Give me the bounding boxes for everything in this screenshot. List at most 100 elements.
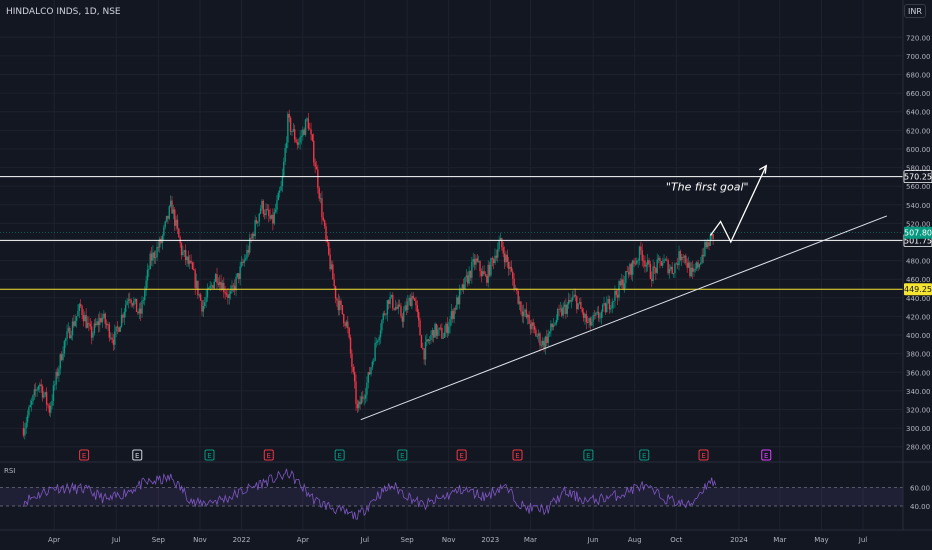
- candle-body: [542, 340, 544, 346]
- candle-body: [308, 128, 311, 130]
- candle-body: [154, 257, 157, 258]
- candle-body: [206, 288, 209, 298]
- candle-body: [486, 275, 488, 283]
- candle-body: [236, 273, 239, 278]
- earnings-marker: [583, 449, 594, 461]
- candle-body: [471, 261, 473, 278]
- candle-body: [161, 235, 164, 243]
- candle-body: [499, 238, 502, 241]
- candle-body: [648, 260, 650, 265]
- candle-body: [475, 258, 477, 265]
- candle-body: [627, 272, 630, 275]
- candle-body: [518, 301, 521, 304]
- candle-body: [37, 386, 40, 390]
- candle-body: [704, 241, 706, 257]
- candle-body: [706, 242, 709, 248]
- candle-body: [494, 255, 496, 264]
- candle-body: [473, 259, 476, 265]
- candle-body: [449, 319, 451, 327]
- candle-body: [555, 320, 558, 324]
- candle-body: [352, 367, 354, 372]
- candle-body: [435, 323, 438, 336]
- candle-body: [88, 322, 90, 324]
- candle-body: [629, 263, 631, 275]
- candle-body: [48, 405, 51, 413]
- candle-body: [59, 354, 61, 369]
- candle-body: [439, 327, 442, 329]
- candle-body: [353, 371, 356, 382]
- candle-body: [77, 311, 79, 317]
- candle-body: [285, 142, 288, 149]
- candle-body: [26, 415, 29, 423]
- candle-body: [240, 261, 243, 267]
- candle-body: [283, 161, 285, 176]
- candle-body: [479, 261, 481, 272]
- candle-body: [616, 294, 619, 298]
- candle-body: [291, 131, 293, 133]
- time-tick-label: Sep: [152, 536, 166, 544]
- candle-body: [424, 342, 427, 360]
- candle-body: [446, 323, 449, 334]
- candle-body: [216, 274, 218, 284]
- candle-body: [175, 219, 177, 226]
- candle-body: [458, 290, 461, 305]
- candle-body: [544, 336, 547, 349]
- candle-body: [394, 306, 397, 310]
- candle-body: [280, 185, 282, 191]
- candle-body: [137, 311, 139, 314]
- candle-body: [663, 259, 665, 263]
- candle-body: [269, 215, 271, 219]
- level-badge: [903, 170, 932, 184]
- earnings-marker-letter: E: [337, 452, 341, 460]
- candle-body: [287, 113, 289, 143]
- candle-body: [322, 217, 324, 221]
- candle-body: [131, 303, 134, 306]
- candle-body: [450, 311, 453, 320]
- candle-body: [610, 308, 612, 310]
- currency-button[interactable]: INR: [904, 4, 926, 18]
- candle-body: [661, 262, 664, 266]
- candle-body: [675, 263, 677, 265]
- candle-body: [612, 300, 615, 302]
- candle-body: [593, 315, 596, 317]
- price-tick-label: 600.00: [906, 146, 931, 154]
- price-tick-label: 580.00: [906, 165, 931, 173]
- candle-body: [584, 314, 586, 318]
- candle-body: [465, 275, 468, 278]
- candle-body: [187, 256, 190, 264]
- candle-body: [649, 264, 652, 279]
- candle-body: [197, 280, 199, 296]
- candle-body: [345, 321, 348, 327]
- candle-body: [505, 254, 507, 263]
- candle-body: [596, 311, 598, 313]
- candle-body: [398, 304, 401, 307]
- earnings-marker-letter: E: [701, 452, 705, 460]
- candle-body: [152, 252, 154, 261]
- candle-body: [299, 137, 301, 143]
- candle-body: [366, 382, 368, 395]
- candle-body: [73, 321, 75, 326]
- candle-body: [270, 214, 273, 219]
- candle-body: [212, 285, 214, 289]
- candle-body: [641, 250, 643, 261]
- candle-body: [302, 129, 304, 136]
- level-badge-label: 501.75: [904, 236, 932, 245]
- candle-body: [81, 306, 83, 315]
- candle-body: [32, 395, 34, 402]
- candle-body: [608, 298, 611, 310]
- candle-body: [44, 392, 46, 395]
- candle-body: [536, 336, 538, 337]
- candle-body: [682, 256, 684, 258]
- candle-body: [586, 322, 589, 324]
- candle-body: [107, 324, 109, 326]
- candle-body: [681, 256, 683, 260]
- candle-body: [133, 301, 135, 306]
- earnings-marker-letter: E: [642, 452, 646, 460]
- candle-body: [701, 254, 703, 263]
- candle-body: [373, 360, 375, 362]
- candle-body: [171, 200, 173, 214]
- candle-body: [228, 294, 230, 299]
- candle-body: [548, 331, 551, 334]
- candle-body: [510, 266, 513, 272]
